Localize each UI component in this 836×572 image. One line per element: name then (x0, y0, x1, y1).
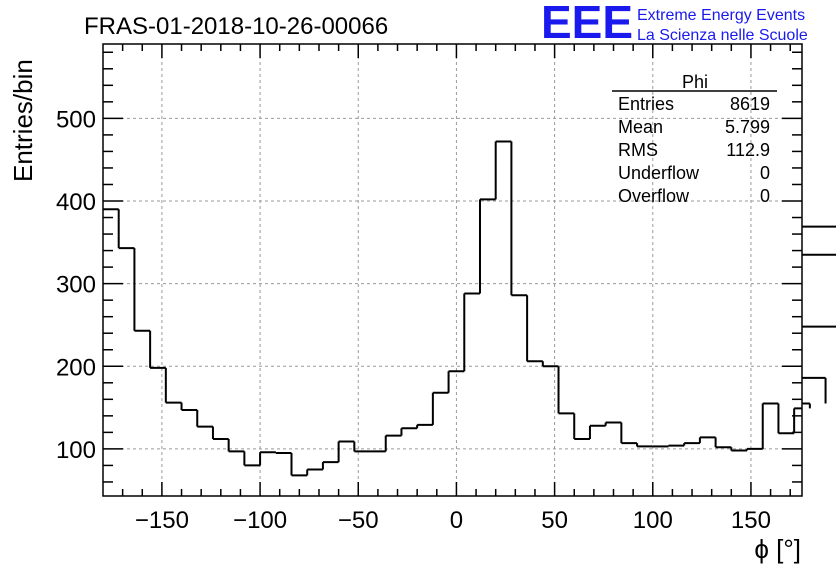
stats-title: Phi (682, 72, 708, 92)
histogram-bin (196, 410, 213, 428)
x-tick-label: −100 (233, 507, 287, 534)
histogram-bin (588, 424, 606, 439)
histogram-bin (416, 423, 433, 429)
y-tick-label: 400 (56, 189, 96, 216)
x-tick-label: 50 (541, 507, 568, 534)
histogram-bin (526, 295, 543, 363)
eee-logo-letters: EEE (541, 0, 633, 48)
grid (103, 44, 802, 496)
histogram-bin (667, 444, 685, 447)
stats-value: 5.799 (725, 117, 770, 137)
histogram-bin (802, 325, 836, 328)
y-axis-title: Entries/bin (8, 59, 38, 182)
histogram-bin (117, 209, 135, 250)
histogram-bin (227, 438, 245, 453)
stats-box: Phi Entries 8619 Mean 5.799 RMS 112.9 Underflo… (612, 72, 777, 206)
eee-logo-line2: La Scienza nelle Scuole (637, 27, 808, 44)
histogram-bin (573, 413, 590, 440)
histogram-bin (802, 253, 836, 256)
x-tick-label: −50 (338, 507, 379, 534)
histogram-bin (494, 140, 512, 200)
stats-label: RMS (618, 140, 658, 160)
stats-rows: Entries 8619 Mean 5.799 RMS 112.9 Underflow 0 Ov… (618, 94, 770, 206)
histogram-bin (384, 434, 402, 452)
eee-logo: EEE Extreme Energy Events La Scienza nel… (541, 0, 808, 48)
histogram-bin (431, 391, 449, 425)
histogram-bin (777, 403, 795, 435)
histogram-bin (243, 451, 261, 467)
histogram-bin (337, 440, 355, 463)
histogram-bin (746, 447, 763, 451)
histogram-bin (802, 225, 836, 228)
histogram-bin (541, 361, 559, 368)
histogram-bin (620, 422, 638, 445)
tick-labels: −150 −100 −50 0 50 100 150 100 200 300 400 500 (56, 106, 771, 534)
histogram-bin (164, 367, 182, 404)
histogram-bin (290, 453, 308, 477)
histogram-bin (306, 468, 323, 476)
x-tick-label: 100 (633, 507, 673, 534)
axis-ticks (103, 44, 802, 496)
x-tick-label: 150 (731, 507, 771, 534)
histogram-bin (714, 437, 732, 449)
histogram-bin (463, 292, 480, 372)
stats-value: 8619 (730, 94, 770, 114)
stats-label: Underflow (618, 163, 700, 183)
histogram-bin (447, 370, 465, 393)
histogram-bin (400, 427, 418, 436)
x-tick-label: 0 (450, 507, 463, 534)
histogram-bin (557, 366, 575, 415)
histogram-bin (478, 198, 496, 294)
histogram-bin (683, 442, 700, 446)
stats-label: Entries (618, 94, 674, 114)
histogram-bin (321, 461, 339, 470)
x-tick-label: −150 (135, 507, 189, 534)
histogram-bin (259, 451, 276, 466)
x-axis-title: ϕ [°] (754, 534, 801, 564)
histogram-bin (802, 376, 827, 404)
y-tick-label: 300 (56, 272, 96, 299)
histogram-bin (698, 436, 716, 444)
histogram-bin (353, 441, 371, 453)
stats-value: 0 (760, 163, 770, 183)
histogram-bin (761, 402, 779, 449)
histogram-bin (730, 447, 748, 452)
histogram-bin (793, 407, 802, 434)
stats-label: Mean (618, 117, 663, 137)
stats-value: 112.9 (726, 140, 770, 160)
y-tick-label: 100 (56, 437, 96, 464)
chart-title: FRAS-01-2018-10-26-00066 (84, 13, 388, 40)
histogram-bin (802, 402, 811, 409)
y-tick-label: 500 (56, 106, 96, 133)
histogram-bars (103, 140, 836, 477)
histogram-bin (510, 141, 528, 297)
histogram-bin (274, 452, 292, 455)
stats-label: Overflow (618, 186, 690, 206)
y-tick-label: 200 (56, 354, 96, 381)
histogram-bin (211, 426, 229, 440)
plot-frame (102, 43, 803, 497)
histogram-bin (180, 402, 198, 412)
eee-logo-line1: Extreme Energy Events (637, 7, 805, 24)
histogram-bin (133, 248, 151, 332)
stats-value: 0 (760, 186, 770, 206)
histogram-bin (604, 421, 622, 426)
histogram-bin (636, 443, 653, 448)
histogram-bin (149, 330, 166, 369)
